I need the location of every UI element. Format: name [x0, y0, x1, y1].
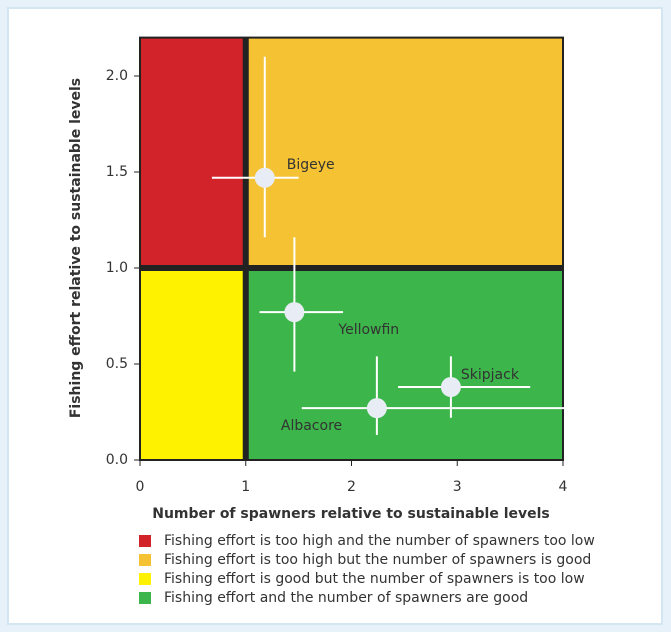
point-label: Skipjack [461, 367, 520, 383]
y-tick-label: 0.5 [106, 356, 128, 372]
legend-swatch [139, 573, 151, 585]
legend-label: Fishing effort is too high and the numbe… [164, 533, 595, 549]
legend-label: Fishing effort is too high but the numbe… [164, 552, 591, 568]
x-tick-label: 3 [453, 479, 462, 495]
region [245, 268, 563, 460]
x-tick-label: 0 [136, 479, 145, 495]
point [440, 377, 461, 398]
x-tick-label: 1 [241, 479, 250, 495]
y-tick-label: 0.0 [106, 452, 128, 468]
legend-swatch [139, 535, 151, 547]
region [245, 37, 563, 268]
x-axis-title: Number of spawners relative to sustainab… [152, 506, 550, 522]
y-tick-label: 2.0 [106, 68, 128, 84]
legend-label: Fishing effort is good but the number of… [164, 571, 585, 587]
x-tick-label: 2 [347, 479, 356, 495]
region [140, 268, 246, 460]
point [366, 398, 387, 419]
legend-swatch [139, 592, 151, 604]
y-tick-label: 1.0 [106, 260, 128, 276]
point-label: Yellowfin [337, 322, 399, 338]
legend-swatch [139, 554, 151, 566]
point-label: Albacore [281, 418, 342, 434]
legend-label: Fishing effort and the number of spawner… [164, 590, 528, 606]
point-label: Bigeye [287, 157, 335, 173]
y-axis-title: Fishing effort relative to sustainable l… [68, 78, 84, 418]
point [284, 302, 305, 323]
x-tick-label: 4 [559, 479, 568, 495]
y-tick-label: 1.5 [106, 164, 128, 180]
point [254, 167, 275, 188]
region [140, 37, 246, 268]
